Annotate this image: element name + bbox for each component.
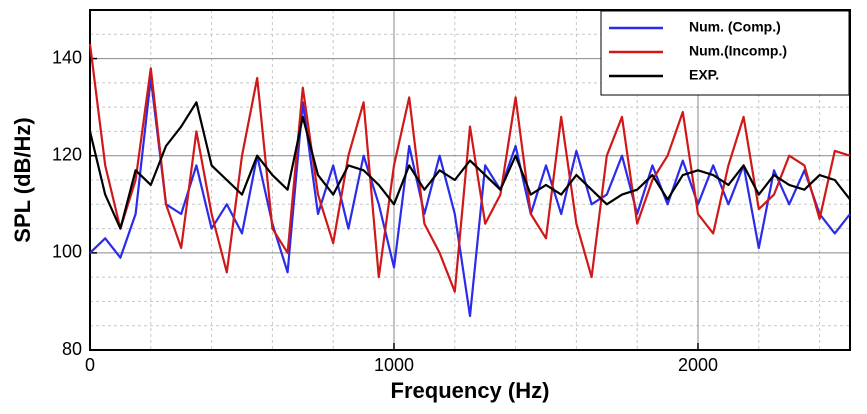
y-tick-label: 120	[52, 144, 82, 164]
y-tick-label: 100	[52, 242, 82, 262]
legend-label: Num. (Comp.)	[689, 19, 781, 35]
x-tick-label: 1000	[374, 355, 414, 375]
y-tick-label: 80	[62, 339, 82, 359]
y-axis-label: SPL (dB/Hz)	[10, 117, 35, 242]
legend-label: Num.(Incomp.)	[689, 43, 787, 59]
x-tick-label: 2000	[678, 355, 718, 375]
series-line	[88, 101, 851, 230]
legend-label: EXP.	[689, 67, 719, 83]
legend: Num. (Comp.) Num.(Incomp.) EXP.	[600, 10, 850, 96]
series-line	[89, 76, 851, 318]
plot-frame	[89, 9, 851, 351]
series-line	[88, 43, 851, 293]
x-tick-label: 0	[85, 355, 95, 375]
x-axis-label: Frequency (Hz)	[391, 378, 550, 403]
y-tick-label: 140	[52, 47, 82, 67]
